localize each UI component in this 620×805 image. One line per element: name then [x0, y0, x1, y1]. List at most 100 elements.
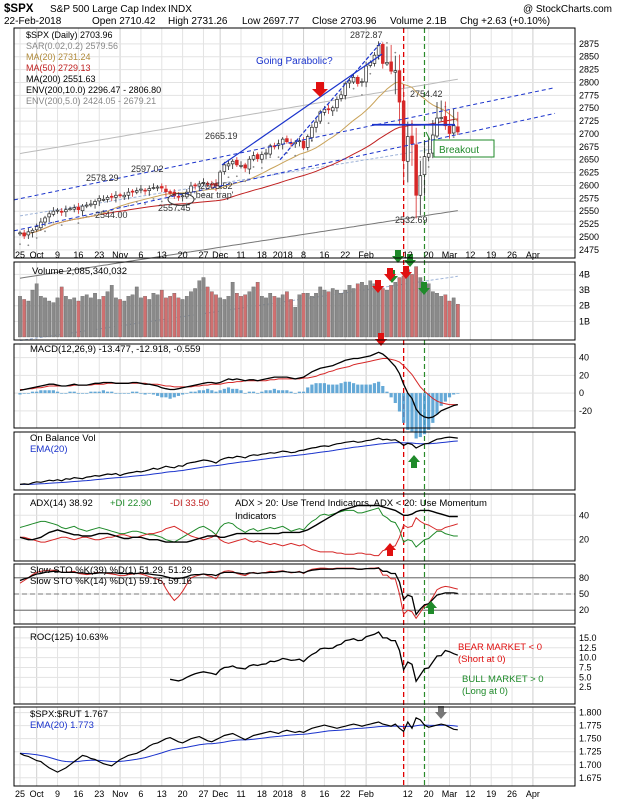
- candle-body-74: [326, 108, 331, 111]
- ytick-ratio-5: 1.800: [579, 708, 602, 718]
- ytick-price-5: 2600: [579, 180, 599, 190]
- candle-body-55: [247, 158, 252, 170]
- sar-dot-58: [260, 167, 263, 169]
- adx-line: [19, 504, 458, 543]
- sar-dot-32: [152, 197, 155, 200]
- macd-hist-16: [85, 393, 89, 394]
- xlabel-bottom-18: 12: [403, 789, 413, 799]
- macd-hist-18: [93, 391, 97, 394]
- sar-dot-74: [327, 122, 330, 125]
- ytick-adx-0: 20: [579, 535, 589, 545]
- xlabel-top-1: Oct: [30, 250, 45, 260]
- volume-bar-0: [18, 296, 22, 338]
- macd-hist-63: [281, 390, 285, 394]
- candle-body-92: [401, 100, 406, 162]
- macd-hist-93: [406, 393, 410, 430]
- obv-ema-line: [20, 440, 458, 485]
- adx-title-plus-di: +DI 22.90: [110, 498, 151, 509]
- frame-adx: [13, 493, 576, 562]
- trendline-lower: [13, 112, 556, 232]
- close-label: Close 2703.96: [312, 16, 377, 27]
- volume-bar-40: [184, 296, 189, 338]
- candle-body-76: [335, 99, 339, 109]
- candle-body-42: [193, 184, 197, 187]
- candle-body-79: [347, 80, 352, 84]
- macd-hist-4: [35, 391, 39, 394]
- candle-body-57: [255, 154, 260, 160]
- xlabel-top-14: 8: [301, 250, 306, 260]
- macd-hist-99: [431, 393, 435, 423]
- volume-bar-12: [68, 299, 72, 338]
- sar-dot-40: [185, 202, 188, 205]
- volume-bar-63: [280, 294, 285, 338]
- ytick-ratio-0: 1.675: [579, 773, 602, 783]
- label-2532-69: 2532.69: [395, 215, 428, 225]
- candle-body-77: [339, 94, 343, 99]
- candle-body-46: [210, 183, 214, 186]
- macd-hist-84: [368, 384, 372, 394]
- volume-bar-52: [234, 293, 239, 338]
- vol-red-arrow-3: [400, 266, 412, 279]
- volume-bar-91: [397, 277, 402, 338]
- xlabel-top-18: 12: [403, 250, 413, 260]
- candle-body-78: [343, 83, 348, 96]
- macd-hist-39: [181, 393, 185, 395]
- candle-body-96: [418, 175, 423, 196]
- candle-body-71: [314, 121, 318, 128]
- xlabel-bottom-7: 13: [157, 789, 167, 799]
- volume-bar-9: [55, 297, 60, 338]
- volume-bar-32: [151, 293, 156, 338]
- macd-hist-17: [89, 391, 93, 394]
- bear-market-note: BEAR MARKET < 0: [458, 642, 542, 653]
- legend-ma200: MA(200) 2551.63: [26, 74, 96, 84]
- volume-bar-67: [297, 294, 302, 338]
- macd-hist-92: [402, 393, 406, 423]
- label-2597-02: 2597.02: [131, 164, 164, 174]
- volume-bar-105: [455, 303, 460, 338]
- obv-line: [19, 436, 458, 486]
- candle-body-91: [397, 70, 402, 103]
- sar-dot-14: [77, 222, 80, 224]
- candle-body-93: [406, 136, 410, 162]
- sto14-title: Slow STO %K(14) %D(1) 59.16, 59.16: [30, 576, 192, 587]
- volume-bar-21: [105, 291, 110, 338]
- xlabel-top-12: 18: [257, 250, 267, 260]
- volume-bar-16: [84, 294, 89, 338]
- xlabel-bottom-8: 20: [178, 789, 188, 799]
- volume-bar-60: [268, 293, 273, 338]
- symbol-title: $SPX: [4, 3, 34, 15]
- xlabel-bottom-0: 25: [15, 789, 25, 799]
- volume-bar-62: [276, 297, 281, 338]
- volume-bar-41: [189, 291, 193, 338]
- candle-body-9: [55, 209, 60, 212]
- volume-bar-69: [305, 293, 310, 338]
- sar-dot-84: [369, 72, 372, 75]
- volume-bar-73: [322, 289, 327, 338]
- volume-bar-23: [114, 297, 118, 338]
- price-red-arrow: [312, 82, 328, 97]
- bull-market-sub: (Long at 0): [462, 686, 508, 697]
- xlabel-top-23: 26: [507, 250, 517, 260]
- xlabel-top-16: 22: [340, 250, 350, 260]
- volume-bar-84: [368, 280, 373, 338]
- volume-title: Volume 2,085,340,032: [32, 266, 127, 277]
- candle-body-88: [385, 62, 389, 65]
- ytick-ratio-4: 1.775: [579, 721, 602, 731]
- volume-bar-10: [59, 286, 64, 338]
- volume-bar-83: [364, 285, 368, 338]
- macd-hist-75: [331, 384, 335, 394]
- volume-bar-43: [197, 280, 202, 338]
- sto39-title: Slow STO %K(39) %D(1) 51.29, 51.29: [30, 565, 192, 576]
- candle-body-8: [51, 210, 56, 215]
- macd-hist-83: [364, 384, 368, 394]
- candle-body-83: [364, 65, 368, 83]
- xlabel-top-9: 27: [198, 250, 208, 260]
- frame-volume: [13, 261, 576, 341]
- sar-dot-2: [27, 244, 30, 247]
- xlabel-top-15: 16: [319, 250, 329, 260]
- sar-dot-42: [194, 197, 197, 200]
- volume-bar-90: [393, 282, 398, 338]
- volume-bar-5: [39, 296, 43, 338]
- macd-hist-79: [347, 381, 352, 394]
- ytick-price-12: 2775: [579, 90, 599, 100]
